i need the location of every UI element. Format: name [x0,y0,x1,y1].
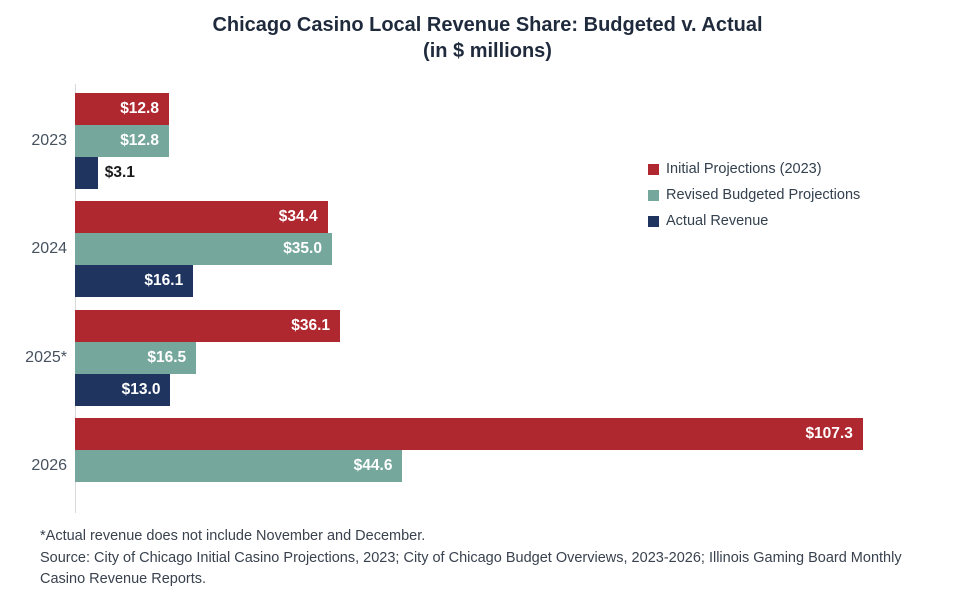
value-label: $36.1 [291,316,331,334]
footnotes: *Actual revenue does not include Novembe… [40,526,902,591]
value-label: $44.6 [353,456,393,474]
value-label: $3.1 [104,164,135,181]
legend-label: Revised Budgeted Projections [666,187,861,203]
value-label: $16.1 [144,272,184,290]
bar: $12.8 [75,125,169,157]
bar: $34.4 [75,201,328,234]
bar-row: $3.1 [75,157,973,189]
bar-group-2024: 2024 $34.4 $35.0 $16.1 [31,201,973,298]
bar: $35.0 [75,233,332,266]
bar-row: $16.5 [75,341,973,374]
bar-row: $35.0 [75,233,973,266]
value-label: $12.8 [120,100,159,117]
legend-marker [648,189,659,201]
bar [75,157,98,189]
bar: $12.8 [75,93,169,125]
bar-row: $107.3 [75,417,973,450]
bar: $36.1 [75,309,341,342]
bar-row: $34.4 [75,201,973,234]
bar: $16.1 [75,265,194,298]
category-label: 2024 [31,240,67,258]
bar-row: $36.1 [75,309,973,342]
category-label: 2025* [25,348,67,366]
value-label: $107.3 [805,424,853,442]
bar-row: $13.0 [75,373,973,406]
plot-area: 2023 $12.8 $12.8 $3.1 2024 $34.4 $35.0 $16.1 202… [25,84,973,514]
chart-title: Chicago Casino Local Revenue Share: Budg… [0,12,975,64]
chart-title-line1: Chicago Casino Local Revenue Share: Budg… [212,14,763,36]
bar-row [75,482,973,514]
value-label: $34.4 [278,208,318,226]
legend-item: Initial Projections (2023) [648,159,860,179]
category-label: 2026 [31,456,67,474]
value-label: $12.8 [120,132,159,149]
legend-item: Revised Budgeted Projections [648,185,860,205]
legend-label: Actual Revenue [666,213,769,229]
chart-title-line2: (in $ millions) [423,40,552,62]
bar-row: $12.8 [75,93,973,125]
legend-item: Actual Revenue [648,211,860,231]
bar: $44.6 [75,449,403,482]
y-axis-line [75,84,76,513]
bar: $107.3 [75,417,863,450]
category-label: 2023 [31,132,67,149]
legend-marker [648,163,659,175]
value-label: $35.0 [283,240,322,258]
footnote-asterisk: *Actual revenue does not include Novembe… [40,528,426,544]
value-label: $16.5 [147,348,187,366]
bar-row: $12.8 [75,125,973,157]
legend-marker [648,215,659,227]
bar: $16.5 [75,341,197,374]
bar-row: $44.6 [75,449,973,482]
bar: $13.0 [75,373,171,406]
bar-group-2025: 2025* $36.1 $16.5 $13.0 [25,309,973,406]
bar-row: $16.1 [75,265,973,298]
bar-group-2023: 2023 $12.8 $12.8 $3.1 [31,93,973,189]
value-label: $13.0 [121,380,161,398]
bar-group-2026: 2026 $107.3 $44.6 [31,417,973,514]
legend: Initial Projections (2023) Revised Budget… [648,159,860,237]
footnote-source: Source: City of Chicago Initial Casino P… [40,549,902,588]
legend-label: Initial Projections (2023) [666,161,822,177]
